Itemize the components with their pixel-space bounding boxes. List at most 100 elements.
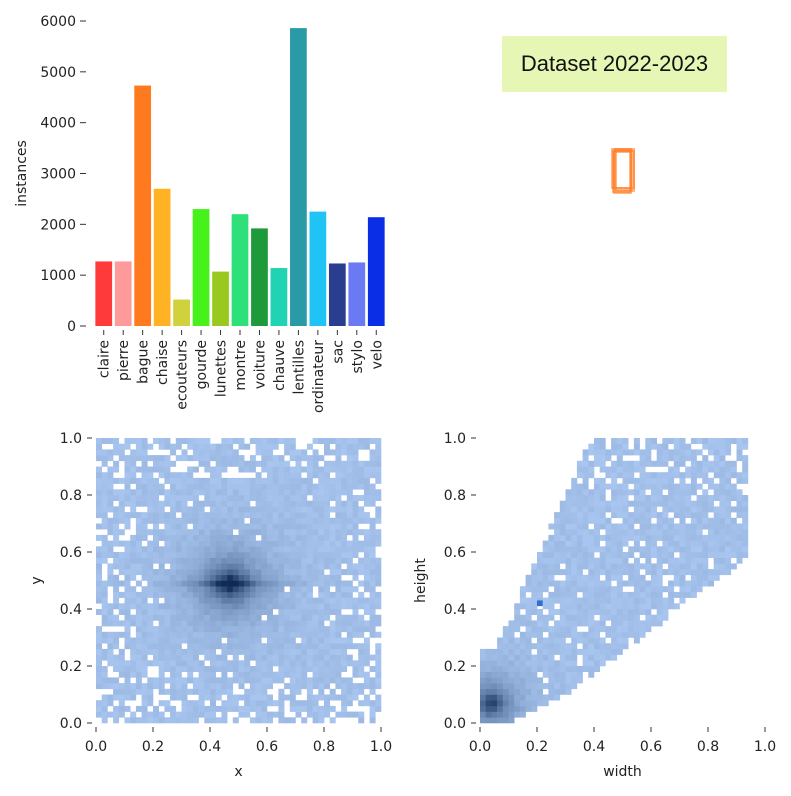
heat-cell	[639, 529, 646, 536]
heat-cell	[198, 455, 205, 462]
heat-cell	[673, 500, 680, 507]
heat-cell	[725, 460, 732, 467]
heat-cell	[656, 591, 663, 598]
heat-cell	[181, 597, 188, 604]
heat-cell	[358, 626, 365, 633]
heat-cell	[599, 466, 606, 473]
heat-cell	[605, 631, 612, 638]
heat-cell	[181, 683, 188, 690]
heat-cell	[295, 569, 302, 576]
heat-cell	[158, 683, 165, 690]
heat-cell	[719, 540, 726, 547]
heat-cell	[335, 654, 342, 661]
heat-cell	[147, 580, 154, 587]
heat-cell	[204, 523, 211, 530]
heat-cell	[261, 534, 268, 541]
heat-cell	[369, 574, 376, 581]
heat-cell	[656, 523, 663, 530]
heat-cell	[249, 671, 256, 678]
heat-cell	[301, 660, 308, 667]
heat-cell	[312, 603, 319, 610]
heat-cell	[284, 495, 291, 501]
heat-cell	[210, 540, 216, 547]
heat-cell	[261, 495, 268, 501]
heat-cell	[306, 546, 313, 553]
heat-cell	[107, 694, 114, 701]
heat-cell	[346, 631, 353, 638]
heat-cell	[588, 449, 595, 456]
heat-cell	[582, 455, 589, 462]
heat-cell	[554, 534, 561, 541]
heat-cell	[232, 637, 239, 644]
heat-cell	[708, 517, 714, 524]
heat-cell	[135, 529, 142, 536]
heat-cell	[170, 620, 177, 627]
heat-cell	[255, 506, 262, 513]
heat-cell	[221, 495, 228, 501]
heat-cell	[318, 597, 325, 604]
heat-cell	[249, 460, 256, 467]
heat-cell	[702, 552, 709, 558]
heat-cell	[221, 626, 228, 633]
heat-cell	[135, 443, 142, 450]
heat-cell	[192, 609, 199, 615]
heat-cell	[375, 569, 382, 576]
heat-cell	[369, 586, 376, 593]
heat-cell	[611, 631, 618, 638]
heat-cell	[375, 477, 382, 484]
heat-cell	[554, 648, 561, 655]
heat-cell	[690, 472, 697, 479]
heat-cell	[599, 523, 606, 530]
heat-cell	[341, 597, 348, 604]
heat-cell	[673, 449, 680, 456]
y-tick-label: 0.2	[444, 659, 466, 675]
heat-cell	[588, 495, 595, 501]
heat-cell	[267, 677, 273, 684]
heat-cell	[147, 711, 154, 718]
heat-cell	[651, 489, 657, 496]
heat-cell	[261, 529, 268, 536]
heat-cell	[244, 688, 251, 695]
heat-cell	[645, 540, 652, 547]
heat-cell	[113, 683, 120, 690]
heat-cell	[124, 500, 131, 507]
heat-cell	[611, 614, 618, 621]
heat-cell	[369, 517, 376, 524]
heat-cell	[491, 717, 498, 724]
bar-montre	[231, 214, 249, 326]
bar-chart	[80, 20, 385, 335]
heat-cell	[130, 466, 137, 473]
heat-cell	[713, 523, 720, 530]
heat-cell	[164, 654, 171, 661]
heat-cell	[312, 648, 319, 655]
heat-cell	[101, 552, 108, 558]
heat-cell	[594, 483, 600, 490]
heat-cell	[685, 546, 692, 553]
heat-cell	[565, 671, 572, 678]
heat-cell	[736, 449, 743, 456]
heat-cell	[679, 438, 686, 444]
heat-cell	[508, 671, 515, 678]
heat-cell	[175, 597, 182, 604]
heat-cell	[702, 477, 709, 484]
heat-cell	[130, 512, 137, 519]
heat-cell	[170, 472, 177, 479]
heat-cell	[369, 603, 376, 610]
heat-cell	[318, 529, 325, 536]
heat-cell	[238, 438, 245, 444]
heat-cell	[244, 631, 251, 638]
heat-cell	[633, 529, 640, 536]
heat-cell	[107, 643, 114, 650]
heat-cell	[662, 523, 669, 530]
heat-cell	[164, 546, 171, 553]
heat-cell	[565, 517, 572, 524]
heat-cell	[611, 443, 618, 450]
heat-cell	[508, 626, 515, 633]
heat-cell	[232, 483, 239, 490]
heat-cell	[318, 569, 325, 576]
heat-cell	[639, 586, 646, 593]
heat-cell	[295, 455, 302, 462]
heat-cell	[210, 643, 216, 650]
heat-cell	[215, 483, 222, 490]
x-tick-label: 0.4	[199, 739, 221, 755]
